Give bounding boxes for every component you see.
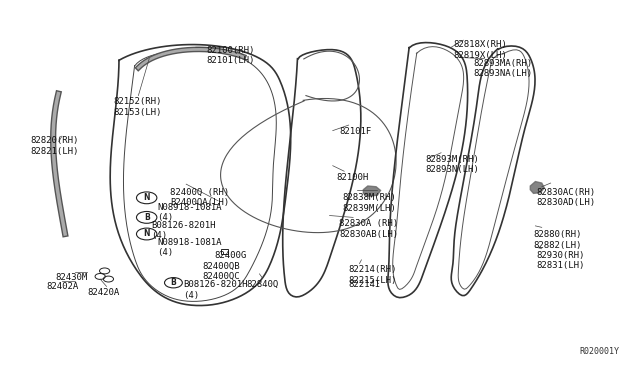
- Text: 82400Q (RH)
B2400QA(LH): 82400Q (RH) B2400QA(LH): [170, 188, 229, 207]
- Circle shape: [136, 228, 157, 240]
- Polygon shape: [364, 186, 381, 196]
- Text: 82400G: 82400G: [215, 251, 247, 260]
- Text: N08918-1081A
(4): N08918-1081A (4): [157, 238, 222, 257]
- Text: 82893M(RH)
82893N(LH): 82893M(RH) 82893N(LH): [425, 155, 479, 174]
- Text: 82838M(RH)
82839M(LH): 82838M(RH) 82839M(LH): [342, 193, 396, 213]
- Text: 82830AC(RH)
82830AD(LH): 82830AC(RH) 82830AD(LH): [537, 188, 596, 207]
- Text: 82214(RH)
82215(LH): 82214(RH) 82215(LH): [349, 265, 397, 285]
- Text: B: B: [144, 213, 150, 222]
- Text: 82820(RH)
82821(LH): 82820(RH) 82821(LH): [30, 136, 79, 155]
- Text: N: N: [143, 193, 150, 202]
- Text: 82101F: 82101F: [339, 127, 371, 136]
- Text: B08126-8201H
(4): B08126-8201H (4): [151, 221, 216, 240]
- Polygon shape: [531, 182, 544, 193]
- Text: 82880(RH)
82882(LH): 82880(RH) 82882(LH): [534, 230, 582, 250]
- Text: 82818X(RH)
82819X(LH): 82818X(RH) 82819X(LH): [454, 40, 508, 60]
- Text: 82214I: 82214I: [349, 280, 381, 289]
- Text: B08126-8201H
(4): B08126-8201H (4): [183, 280, 248, 299]
- Circle shape: [136, 192, 157, 204]
- Text: 82840Q: 82840Q: [246, 280, 279, 289]
- Text: 82100H: 82100H: [336, 173, 368, 182]
- Text: R020001Y: R020001Y: [579, 347, 620, 356]
- Text: N08918-1081A
(4): N08918-1081A (4): [157, 203, 222, 222]
- Circle shape: [164, 278, 182, 288]
- Text: 82930(RH)
82831(LH): 82930(RH) 82831(LH): [537, 251, 585, 270]
- Text: 82893MA(RH)
82893NA(LH): 82893MA(RH) 82893NA(LH): [473, 59, 532, 78]
- Text: 82402A: 82402A: [46, 282, 78, 291]
- Text: B: B: [171, 278, 176, 287]
- Circle shape: [136, 211, 157, 223]
- Text: 82830A (RH)
82830AB(LH): 82830A (RH) 82830AB(LH): [339, 219, 398, 238]
- Text: 82152(RH)
82153(LH): 82152(RH) 82153(LH): [113, 97, 161, 117]
- Text: 82100(RH)
82101(LH): 82100(RH) 82101(LH): [207, 46, 255, 65]
- Text: 82430M: 82430M: [56, 273, 88, 282]
- Text: 82400QB
82400QC: 82400QB 82400QC: [202, 262, 240, 281]
- Text: 82420A: 82420A: [88, 288, 120, 296]
- Text: N: N: [143, 230, 150, 238]
